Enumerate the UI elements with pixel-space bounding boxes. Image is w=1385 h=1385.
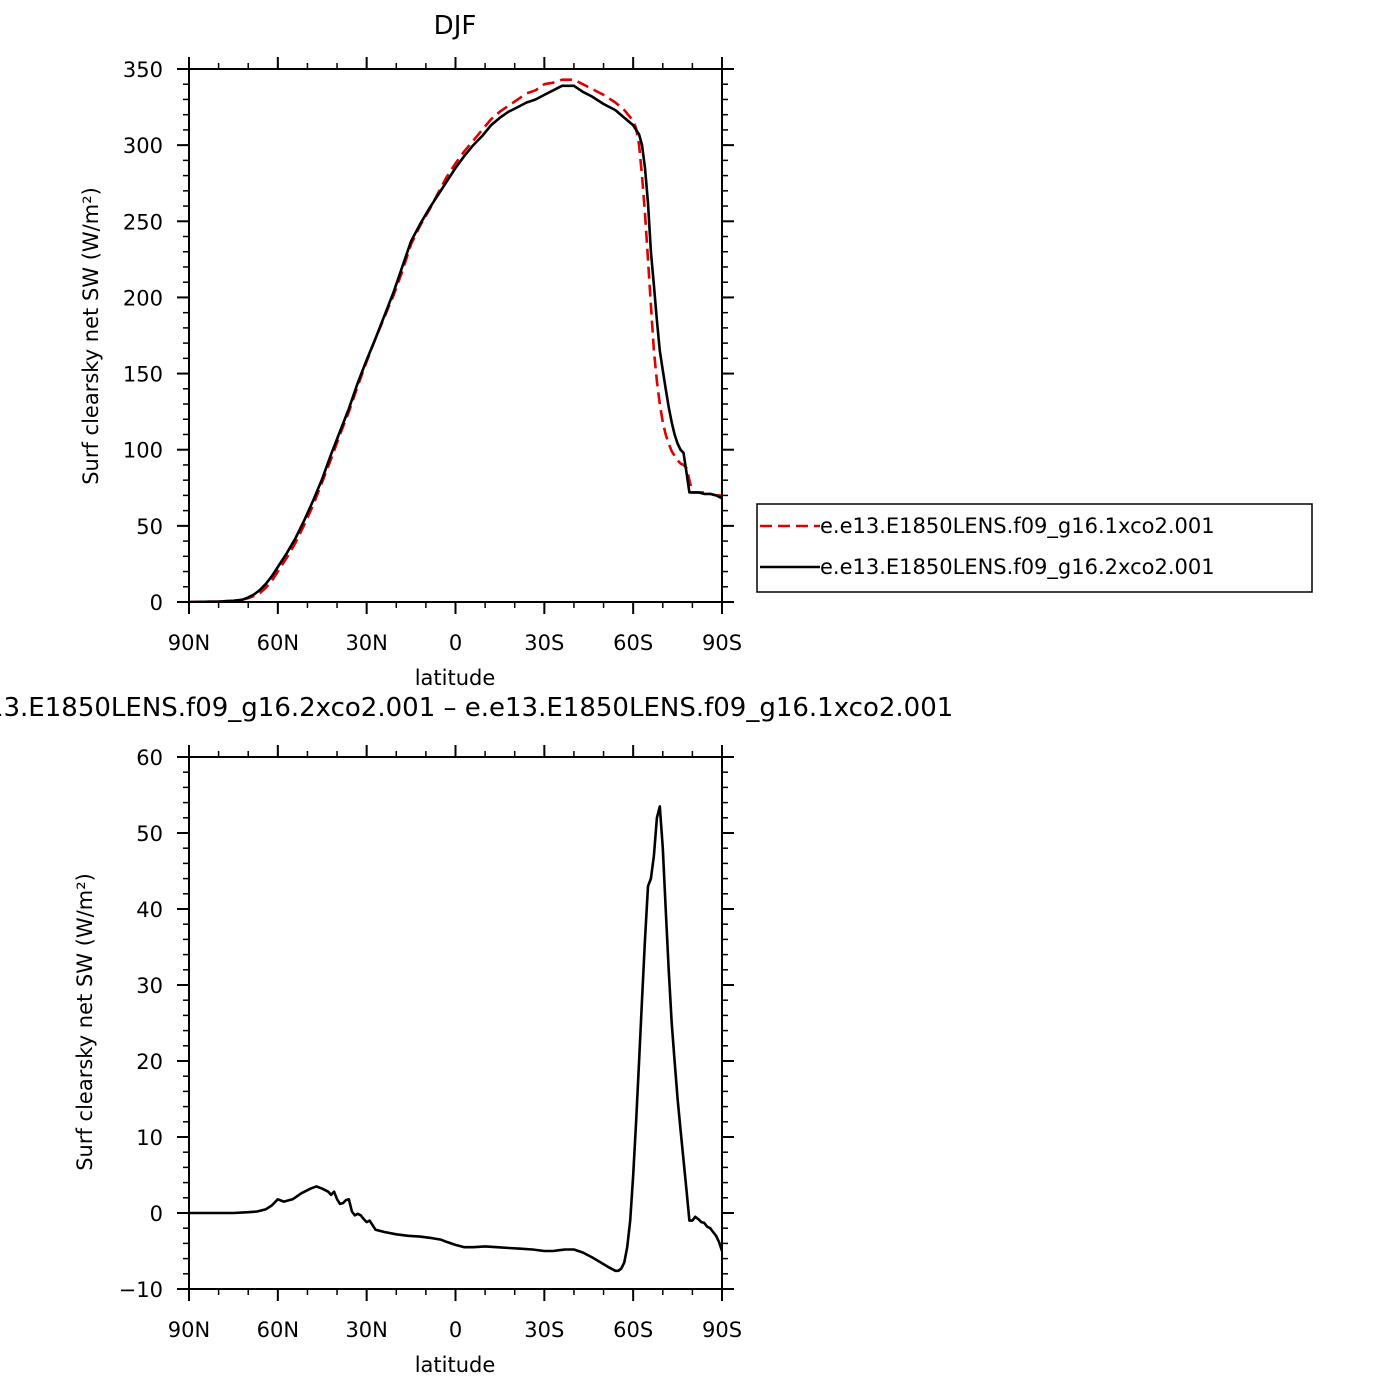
- top-series-line-0: [189, 78, 722, 602]
- bottom-x-axis-label: latitude: [415, 1353, 496, 1377]
- top-x-tick-label: 90N: [168, 631, 210, 655]
- top-y-tick-label: 0: [150, 591, 163, 615]
- bottom-x-tick-label: 90S: [702, 1318, 742, 1342]
- bottom-chart-panel: e.e13.E1850LENS.f09_g16.2xco2.001 – e.e1…: [0, 693, 953, 1377]
- top-x-tick-label: 60N: [257, 631, 299, 655]
- top-plot-area: 90N 60N 30N 0 30S 60S 90S 0 50 100 150 200 250 300 350: [123, 57, 742, 655]
- legend: e.e13.E1850LENS.f09_g16.1xco2.001 e.e13.…: [756, 503, 1313, 593]
- top-y-tick-label: 200: [123, 286, 163, 310]
- top-x-tick-label: 0: [449, 631, 462, 655]
- top-y-tick-label: 300: [123, 134, 163, 158]
- top-x-tick-label: 30S: [524, 631, 564, 655]
- bottom-y-axis-label: Surf clearsky net SW (W/m²): [73, 873, 97, 1171]
- bottom-x-tick-label: 0: [449, 1318, 462, 1342]
- bottom-y-tick-label: 20: [136, 1050, 163, 1074]
- top-chart-panel: DJF 90N 60N 30N 0 30S 60S 90S 0 50 100 150 200 250 30…: [79, 11, 742, 690]
- bottom-x-tick-label: 90N: [168, 1318, 210, 1342]
- top-y-axis-label: Surf clearsky net SW (W/m²): [79, 187, 103, 485]
- bottom-y-tick-label: 30: [136, 974, 163, 998]
- bottom-x-tick-label: 30N: [345, 1318, 387, 1342]
- bottom-y-tick-label: 50: [136, 822, 163, 846]
- legend-label-1xco2: e.e13.E1850LENS.f09_g16.1xco2.001: [820, 514, 1215, 539]
- top-y-tick-label: 50: [136, 515, 163, 539]
- bottom-x-tick-label: 30S: [524, 1318, 564, 1342]
- top-chart-title: DJF: [434, 11, 477, 41]
- bottom-x-tick-label: 60N: [257, 1318, 299, 1342]
- bottom-y-tick-label: −10: [119, 1278, 163, 1302]
- bottom-y-tick-label: 60: [136, 746, 163, 770]
- bottom-y-tick-label: 40: [136, 898, 163, 922]
- bottom-plot-area: 90N 60N 30N 0 30S 60S 90S −10 0 10 20 30 40 50 60: [119, 745, 742, 1342]
- bottom-chart-title: e.e13.E1850LENS.f09_g16.2xco2.001 – e.e1…: [0, 693, 953, 723]
- top-y-tick-label: 350: [123, 58, 163, 82]
- top-series-line-1: [189, 84, 722, 602]
- bottom-x-tick-label: 60S: [613, 1318, 653, 1342]
- top-x-axis-label: latitude: [415, 666, 496, 690]
- top-y-tick-label: 250: [123, 210, 163, 234]
- top-y-tick-label: 100: [123, 439, 163, 463]
- top-x-tick-label: 30N: [345, 631, 387, 655]
- top-y-tick-label: 150: [123, 363, 163, 387]
- bottom-series-line-0: [189, 805, 722, 1273]
- bottom-y-tick-label: 10: [136, 1126, 163, 1150]
- legend-label-2xco2: e.e13.E1850LENS.f09_g16.2xco2.001: [820, 555, 1215, 580]
- bottom-y-tick-label: 0: [150, 1202, 163, 1226]
- legend-box: [756, 503, 1313, 593]
- top-x-tick-label: 60S: [613, 631, 653, 655]
- top-x-tick-label: 90S: [702, 631, 742, 655]
